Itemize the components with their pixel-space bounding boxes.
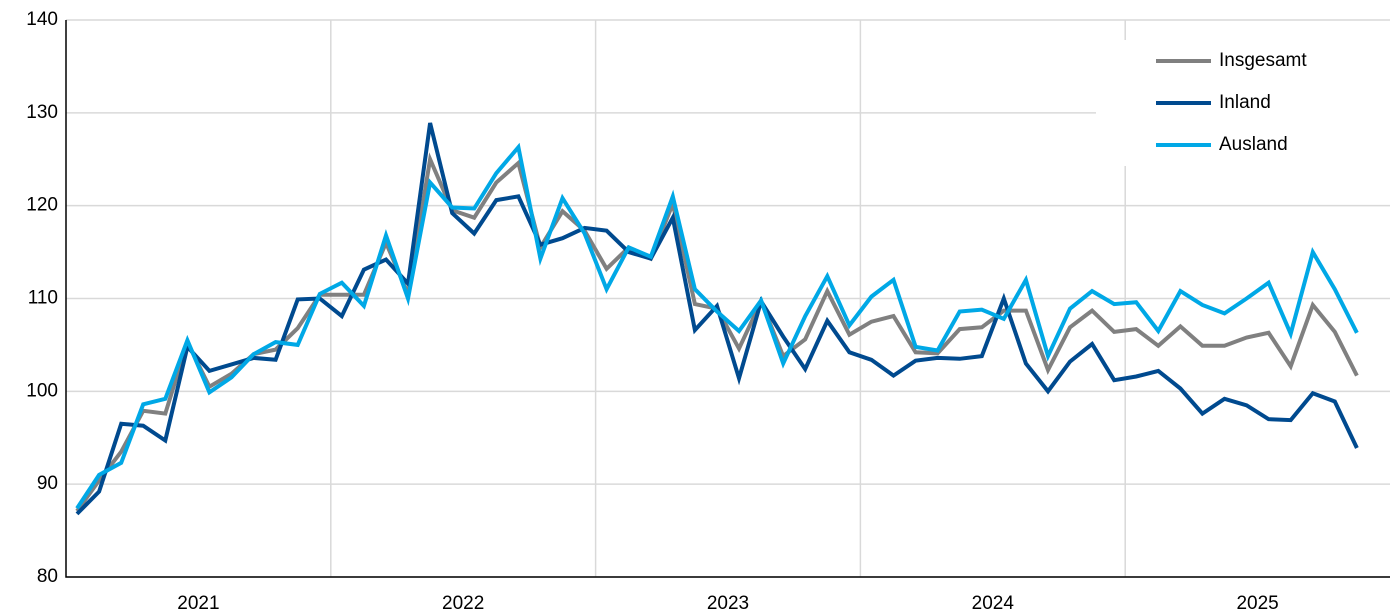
- x-tick-label: 2024: [972, 593, 1015, 614]
- x-tick-label: 2025: [1236, 593, 1278, 614]
- legend-label: Inland: [1219, 92, 1271, 113]
- y-tick-label: 130: [26, 102, 58, 123]
- x-tick-label: 2022: [442, 593, 484, 614]
- line-series: [75, 152, 1359, 513]
- axis-frame: [65, 20, 1390, 578]
- legend-label: Insgesamt: [1219, 50, 1307, 71]
- y-tick-label: 90: [37, 473, 58, 494]
- y-tick-label: 120: [26, 195, 58, 216]
- legend-box: [1096, 40, 1390, 166]
- legend-label: Ausland: [1219, 134, 1288, 155]
- line-series: [75, 142, 1359, 510]
- x-tick-label: 2021: [177, 593, 219, 614]
- y-tick-label: 110: [28, 288, 58, 309]
- line-series: [75, 122, 1359, 516]
- y-tick-label: 100: [26, 380, 58, 401]
- x-tick-label: 2023: [707, 593, 749, 614]
- y-tick-label: 80: [37, 566, 58, 587]
- y-tick-label: 140: [26, 9, 58, 30]
